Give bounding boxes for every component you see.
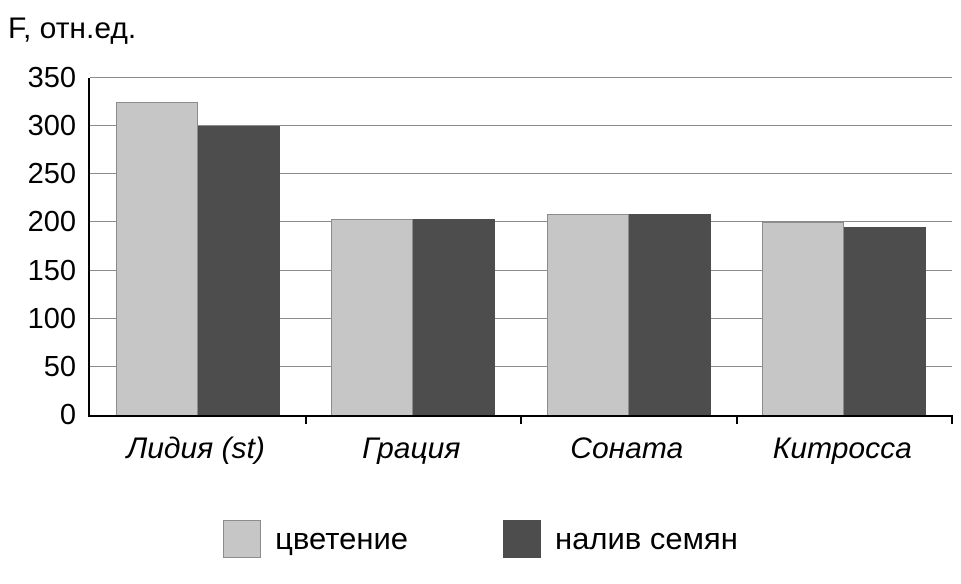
y-tick-label: 300 [27, 110, 76, 143]
bar [197, 126, 280, 415]
gridline [90, 173, 952, 175]
y-axis-title: F, отн.ед. [8, 12, 137, 45]
gridline [90, 317, 952, 319]
bar-group [521, 78, 737, 415]
y-tick-label: 200 [27, 206, 76, 239]
y-tick-label: 250 [27, 158, 76, 191]
bar [844, 227, 927, 415]
category-label: Лидия (st) [126, 432, 265, 465]
category-label: Соната [570, 432, 684, 465]
bar [413, 218, 496, 415]
bar-group [90, 78, 306, 415]
x-axis-tick [304, 415, 307, 424]
bar [762, 222, 845, 415]
legend-item: налив семян [503, 520, 738, 558]
x-axis-tick [735, 415, 738, 424]
legend-item: цветение [223, 520, 408, 558]
bar [331, 218, 414, 415]
legend-swatch [223, 520, 262, 558]
gridline [90, 77, 952, 78]
bar [115, 102, 198, 415]
gridline [90, 221, 952, 223]
x-axis-tick [520, 415, 522, 424]
bar-group [737, 78, 953, 415]
plot-area [88, 77, 953, 424]
x-axis-tick [951, 415, 953, 424]
bar [546, 213, 629, 415]
legend-label: цветение [275, 521, 409, 556]
y-tick-label: 150 [27, 254, 76, 287]
y-tick-label: 100 [27, 302, 76, 335]
gridline [90, 269, 952, 271]
y-tick-label: 350 [27, 62, 76, 94]
chart-legend: цветение налив семян [0, 520, 961, 558]
bar-group [306, 78, 522, 415]
y-tick-label: 0 [59, 399, 76, 431]
gridline [90, 365, 952, 367]
gridline [90, 125, 952, 127]
legend-label: налив семян [555, 521, 738, 556]
category-label: Грация [362, 432, 461, 465]
bar [628, 213, 711, 415]
y-tick-label: 50 [43, 350, 76, 383]
category-label: Китросса [772, 432, 912, 465]
legend-swatch [503, 520, 542, 558]
